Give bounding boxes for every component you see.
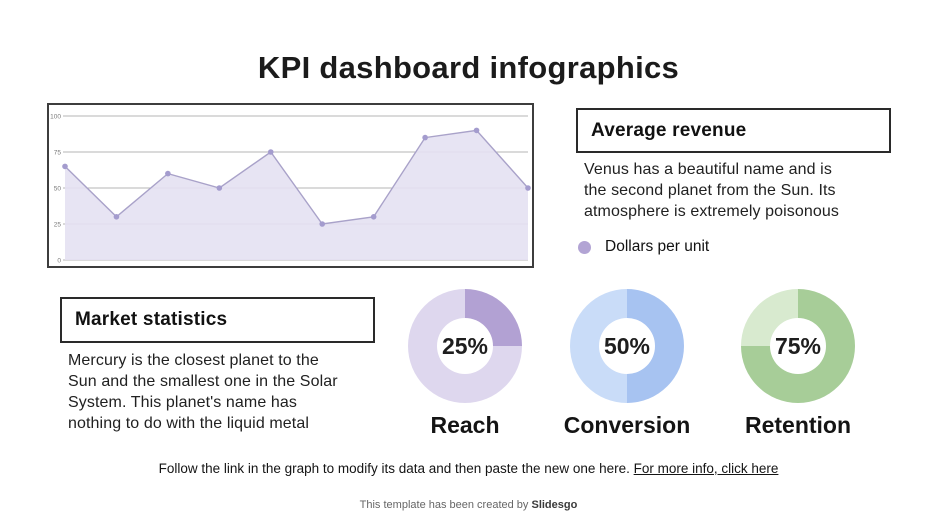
kpi-label-retention: Retention bbox=[744, 412, 852, 438]
credit-text: This template has been created by bbox=[359, 499, 532, 511]
credit-brand: Slidesgo bbox=[531, 499, 578, 511]
svg-text:0: 0 bbox=[57, 257, 61, 264]
market-statistics-heading-box: Market statistics bbox=[60, 297, 375, 343]
svg-text:50: 50 bbox=[54, 185, 62, 192]
svg-text:25: 25 bbox=[54, 221, 62, 228]
kpi-reach: 25% Reach bbox=[390, 289, 540, 439]
market-statistics-body: Mercury is the closest planet to the Sun… bbox=[68, 352, 338, 432]
chart-legend: Dollars per unit bbox=[578, 238, 709, 256]
kpi-retention: 75% Retention bbox=[723, 289, 873, 439]
area-chart: 0 25 50 75 100 bbox=[47, 103, 534, 268]
legend-label: Dollars per unit bbox=[605, 238, 710, 255]
donut-value-reach: 25% bbox=[437, 318, 493, 374]
footer-note-text: Follow the link in the graph to modify i… bbox=[158, 461, 634, 476]
donut-value-conversion: 50% bbox=[599, 318, 655, 374]
page-title: KPI dashboard infographics bbox=[257, 50, 680, 85]
donut-chart-reach: 25% bbox=[408, 289, 522, 403]
footer-note: Follow the link in the graph to modify i… bbox=[0, 461, 937, 476]
average-revenue-body: Venus has a beautiful name and is the se… bbox=[584, 161, 839, 220]
average-revenue-heading-box: Average revenue bbox=[576, 108, 891, 153]
credit-line: This template has been created by Slides… bbox=[0, 499, 937, 511]
kpi-conversion: 50% Conversion bbox=[552, 289, 702, 439]
legend-dot-icon bbox=[578, 240, 591, 254]
donut-chart-conversion: 50% bbox=[570, 289, 684, 403]
market-statistics-heading: Market statistics bbox=[75, 309, 228, 330]
area-chart-canvas: 0 25 50 75 100 bbox=[50, 113, 531, 264]
kpi-label-conversion: Conversion bbox=[563, 412, 691, 438]
donut-value-retention: 75% bbox=[770, 318, 826, 374]
average-revenue-heading: Average revenue bbox=[591, 119, 747, 141]
donut-chart-retention: 75% bbox=[741, 289, 855, 403]
footer-info-link[interactable]: For more info, click here bbox=[633, 461, 779, 476]
svg-text:75: 75 bbox=[54, 149, 62, 156]
kpi-label-reach: Reach bbox=[430, 412, 500, 438]
svg-text:100: 100 bbox=[50, 113, 61, 120]
